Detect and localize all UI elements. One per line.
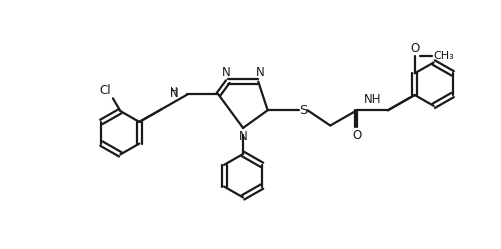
Text: O: O — [352, 129, 362, 142]
Text: S: S — [300, 104, 308, 117]
Text: N: N — [221, 66, 230, 79]
Text: N: N — [256, 66, 265, 79]
Text: NH: NH — [364, 93, 381, 106]
Text: CH₃: CH₃ — [433, 51, 454, 61]
Text: Cl: Cl — [99, 84, 111, 97]
Text: N: N — [170, 87, 178, 100]
Text: H: H — [170, 87, 178, 97]
Text: N: N — [238, 130, 247, 143]
Text: O: O — [410, 42, 419, 55]
